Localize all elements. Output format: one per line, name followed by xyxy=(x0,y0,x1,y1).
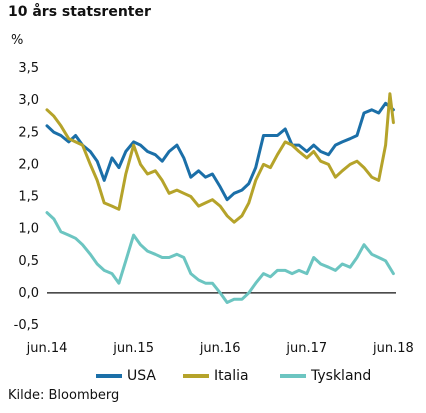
y-tick-label: 2,0 xyxy=(18,157,39,172)
y-tick-label: 0,0 xyxy=(18,286,39,301)
legend-item-tyskland: Tyskland xyxy=(280,368,371,384)
source-note: Kilde: Bloomberg xyxy=(8,388,120,403)
legend-swatch-usa xyxy=(96,374,122,378)
legend-label-tyskland: Tyskland xyxy=(311,368,372,384)
x-tick-label: jun.18 xyxy=(372,341,414,356)
legend-item-italia: Italia xyxy=(183,368,249,384)
y-tick-label: 1,5 xyxy=(18,190,39,205)
legend-swatch-tyskland xyxy=(280,374,306,378)
legend-label-italia: Italia xyxy=(214,368,249,384)
y-tick-label: 3,5 xyxy=(18,61,39,76)
y-tick-label: 0,5 xyxy=(18,254,39,269)
x-tick-label: jun.15 xyxy=(112,341,154,356)
line-chart: -0,50,00,51,01,52,02,53,03,5 jun.14 jun.1… xyxy=(14,61,414,356)
chart-title: 10 års statsrenter xyxy=(8,4,151,20)
y-axis-unit-label: % xyxy=(11,33,24,48)
x-tick-label: jun.14 xyxy=(26,341,68,356)
series-line-tyskland xyxy=(45,211,395,304)
legend-swatch-italia xyxy=(183,374,209,378)
y-tick-label: -0,5 xyxy=(14,318,39,333)
series-line-usa xyxy=(45,101,395,202)
y-tick-label: 2,5 xyxy=(18,125,39,140)
x-tick-label: jun.16 xyxy=(199,341,241,356)
y-tick-label: 1,0 xyxy=(18,222,39,237)
y-tick-label: 3,0 xyxy=(18,93,39,108)
series-line-italia xyxy=(45,92,395,224)
series-lines xyxy=(45,92,395,304)
legend-label-usa: USA xyxy=(127,368,156,384)
chart-legend: USA Italia Tyskland xyxy=(0,368,426,388)
x-axis-ticks: jun.14 jun.15 jun.16 jun.17 jun.18 xyxy=(26,341,414,356)
legend-item-usa: USA xyxy=(96,368,156,384)
x-tick-label: jun.17 xyxy=(285,341,327,356)
y-axis-ticks: -0,5 0,0 0,5 1,0 1,5 2,0 2,5 3,0 3,5 xyxy=(14,61,396,333)
